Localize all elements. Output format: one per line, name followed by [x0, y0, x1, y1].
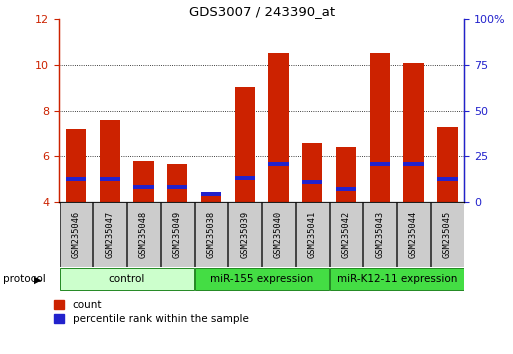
FancyBboxPatch shape	[431, 202, 464, 267]
Bar	[201, 192, 221, 196]
Text: GSM235047: GSM235047	[105, 211, 114, 258]
Bar	[336, 187, 356, 191]
Text: GSM235049: GSM235049	[173, 211, 182, 258]
Title: GDS3007 / 243390_at: GDS3007 / 243390_at	[189, 5, 334, 18]
Text: miR-K12-11 expression: miR-K12-11 expression	[337, 274, 457, 284]
Text: GSM235044: GSM235044	[409, 211, 418, 258]
Bar	[437, 177, 458, 181]
Text: GSM235042: GSM235042	[342, 211, 350, 258]
FancyBboxPatch shape	[228, 202, 261, 267]
FancyBboxPatch shape	[330, 268, 464, 290]
Bar	[403, 63, 424, 202]
FancyBboxPatch shape	[127, 202, 160, 267]
FancyBboxPatch shape	[194, 202, 227, 267]
Bar	[302, 181, 322, 184]
Text: GSM235040: GSM235040	[274, 211, 283, 258]
Text: miR-155 expression: miR-155 expression	[210, 274, 313, 284]
Text: control: control	[108, 274, 145, 284]
FancyBboxPatch shape	[262, 202, 295, 267]
Text: ▶: ▶	[34, 274, 42, 284]
Bar	[403, 162, 424, 166]
FancyBboxPatch shape	[397, 202, 430, 267]
Bar	[268, 162, 289, 166]
FancyBboxPatch shape	[161, 202, 193, 267]
FancyBboxPatch shape	[93, 202, 126, 267]
Text: GSM235048: GSM235048	[139, 211, 148, 258]
Text: GSM235043: GSM235043	[376, 211, 384, 258]
Bar	[66, 177, 86, 181]
FancyBboxPatch shape	[363, 202, 396, 267]
Bar	[100, 177, 120, 181]
Bar	[66, 129, 86, 202]
Bar	[336, 147, 356, 202]
Text: GSM235041: GSM235041	[308, 211, 317, 258]
Text: GSM235046: GSM235046	[71, 211, 81, 258]
Text: GSM235039: GSM235039	[240, 211, 249, 258]
Bar	[167, 164, 187, 202]
Legend: count, percentile rank within the sample: count, percentile rank within the sample	[54, 300, 249, 324]
Text: protocol: protocol	[3, 274, 45, 284]
Bar	[370, 162, 390, 166]
FancyBboxPatch shape	[60, 268, 193, 290]
Text: GSM235038: GSM235038	[206, 211, 215, 258]
Bar	[133, 185, 153, 189]
Bar	[302, 143, 322, 202]
FancyBboxPatch shape	[60, 202, 92, 267]
Bar	[167, 185, 187, 189]
Bar	[100, 120, 120, 202]
Bar	[234, 87, 255, 202]
Bar	[437, 127, 458, 202]
FancyBboxPatch shape	[194, 268, 329, 290]
FancyBboxPatch shape	[330, 202, 363, 267]
Bar	[234, 176, 255, 180]
Text: GSM235045: GSM235045	[443, 211, 452, 258]
FancyBboxPatch shape	[296, 202, 329, 267]
Bar	[268, 52, 289, 202]
Bar	[133, 161, 153, 202]
Bar	[201, 194, 221, 202]
Bar	[370, 52, 390, 202]
